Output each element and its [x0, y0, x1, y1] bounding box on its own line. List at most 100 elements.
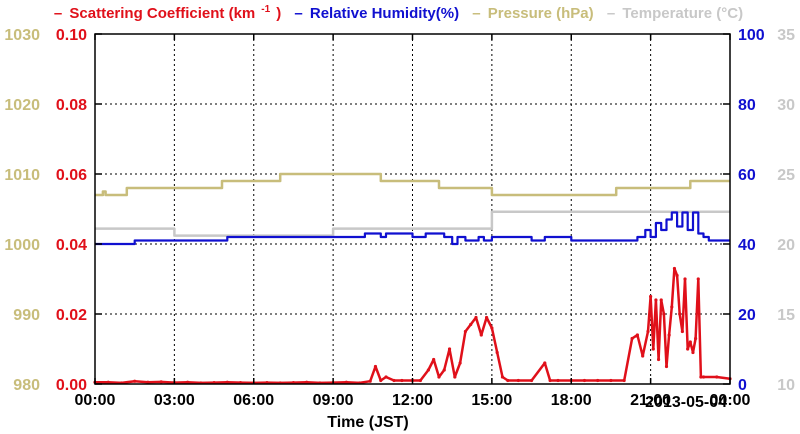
data-point-scattering	[686, 347, 690, 351]
x-tick-label: 03:00	[154, 392, 195, 409]
pressure-tick-label: 1030	[4, 27, 40, 44]
data-point-scattering	[146, 380, 150, 384]
data-point-scattering	[379, 378, 383, 383]
data-point-scattering	[400, 378, 404, 383]
scattering-tick-label: 0.10	[56, 27, 87, 44]
data-point-scattering	[548, 378, 552, 383]
data-point-scattering	[133, 379, 137, 383]
x-tick-label: 18:00	[551, 392, 592, 409]
data-point-scattering	[715, 375, 719, 379]
data-point-scattering	[392, 378, 396, 383]
temperature-tick-label: 25	[777, 167, 795, 184]
data-point-scattering	[453, 375, 457, 379]
data-point-scattering	[106, 380, 110, 384]
scattering-tick-label: 0.06	[56, 167, 87, 184]
scattering-tick-label: 0.02	[56, 307, 87, 324]
legend-item-humidity: – Relative Humidity(%)	[294, 5, 460, 22]
data-point-scattering	[469, 322, 473, 327]
data-point-scattering	[630, 336, 634, 341]
series-scattering	[95, 267, 731, 385]
data-point-scattering	[506, 378, 510, 383]
data-point-scattering	[490, 326, 494, 330]
x-tick-label: 15:00	[471, 392, 512, 409]
series-humidity	[95, 211, 730, 246]
data-point-scattering	[635, 333, 639, 337]
data-point-scattering	[500, 375, 505, 379]
scattering-tick-label: 0.04	[56, 237, 87, 254]
data-point-scattering	[622, 378, 626, 383]
data-point-scattering	[659, 298, 663, 302]
pressure-tick-label: 980	[13, 377, 40, 394]
data-point-scattering	[654, 298, 658, 302]
data-point-scattering	[495, 350, 499, 355]
data-point-scattering	[680, 329, 684, 334]
data-point-scattering	[678, 312, 682, 316]
data-point-scattering	[609, 378, 613, 383]
data-point-scattering	[305, 380, 309, 384]
temperature-tick-label: 10	[777, 377, 795, 394]
series-layer	[93, 172, 732, 385]
pressure-tick-label: 1010	[4, 167, 40, 184]
data-point-scattering	[432, 357, 436, 362]
humidity-tick-label: 20	[738, 307, 756, 324]
data-point-scattering	[543, 361, 547, 365]
pressure-tick-label: 1000	[4, 237, 40, 254]
x-tick-label: 06:00	[233, 392, 274, 409]
data-point-scattering	[442, 368, 446, 372]
axes: 00:00 03:00 06:00 09:00 12:00 15:00 18:00 21:00…	[4, 27, 795, 409]
data-point-scattering	[418, 378, 423, 383]
pressure-tick-label: 1020	[4, 97, 40, 114]
data-point-scattering	[596, 378, 600, 383]
data-point-scattering	[479, 333, 483, 337]
series-temperature	[95, 210, 730, 237]
humidity-tick-label: 40	[738, 237, 756, 254]
data-point-scattering	[225, 380, 229, 384]
data-point-scattering	[675, 273, 679, 278]
scattering-tick-label: 0.00	[56, 377, 87, 394]
data-point-scattering	[691, 350, 695, 355]
data-point-scattering	[582, 378, 587, 383]
humidity-tick-label: 0	[738, 377, 747, 394]
data-point-scattering	[384, 375, 388, 379]
data-point-scattering	[458, 361, 462, 365]
data-point-scattering	[344, 380, 348, 384]
data-point-scattering	[463, 329, 468, 334]
data-point-scattering	[484, 315, 489, 320]
x-tick-label: 12:00	[392, 392, 433, 409]
chart-legend: – Scattering Coefficient (km -1) – Relati…	[0, 4, 800, 22]
data-point-scattering	[701, 375, 706, 379]
data-point-scattering	[159, 380, 163, 384]
data-point-scattering	[649, 294, 653, 299]
humidity-tick-label: 60	[738, 167, 756, 184]
temperature-tick-label: 20	[777, 237, 795, 254]
data-point-scattering	[556, 378, 560, 383]
x-tick-label: 00:00	[75, 392, 116, 409]
temperature-tick-label: 30	[777, 97, 795, 114]
humidity-tick-label: 100	[738, 27, 765, 44]
data-point-scattering	[186, 380, 190, 384]
x-axis-label: Time (JST)	[327, 414, 409, 431]
data-point-scattering	[670, 305, 674, 309]
grid-lines	[95, 34, 730, 384]
legend-item-scattering: – Scattering Coefficient (km -1)	[53, 4, 282, 22]
data-point-scattering	[651, 347, 655, 351]
temperature-tick-label: 15	[777, 307, 795, 324]
data-point-scattering	[662, 312, 666, 316]
legend-item-pressure: – Pressure (hPa)	[472, 5, 594, 22]
data-point-scattering	[664, 364, 669, 369]
data-point-scattering	[373, 364, 378, 369]
x-tick-label: 09:00	[313, 392, 354, 409]
date-label: 2013-05-04	[645, 394, 727, 411]
data-point-scattering	[641, 354, 645, 358]
x-tick-label: 00:00	[710, 392, 751, 409]
data-point-scattering	[529, 378, 534, 383]
legend-item-temperature: – Temperature (°C)	[606, 5, 744, 22]
data-point-scattering	[696, 277, 700, 281]
data-point-scattering	[667, 333, 671, 337]
data-point-scattering	[474, 315, 478, 320]
pressure-tick-label: 990	[13, 307, 40, 324]
data-point-scattering	[656, 357, 661, 362]
data-point-scattering	[688, 340, 692, 344]
data-point-scattering	[672, 266, 677, 271]
